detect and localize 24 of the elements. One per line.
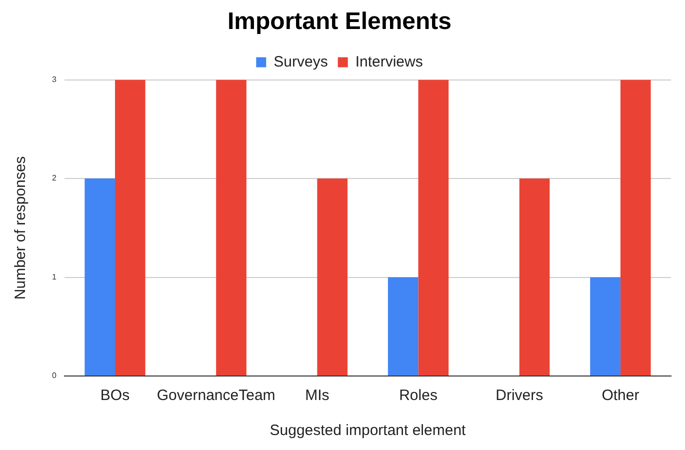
chart-title: Important Elements: [227, 8, 452, 36]
bar: [84, 178, 115, 376]
y-axis-title: Number of responses: [12, 156, 30, 300]
x-tick-label: MIs: [305, 387, 330, 404]
bar: [418, 80, 449, 376]
bar: [590, 277, 620, 376]
bar: [216, 80, 246, 376]
bar: [620, 80, 651, 376]
bar: [114, 80, 146, 376]
legend-label: Interviews: [355, 53, 423, 70]
y-tick-label: 1: [52, 272, 57, 282]
x-tick-label: Drivers: [496, 387, 544, 404]
bar: [388, 277, 418, 376]
x-tick-label: Roles: [399, 387, 438, 404]
legend-label: Surveys: [274, 53, 328, 70]
x-tick-label: BOs: [100, 387, 130, 404]
y-tick-label: 3: [52, 75, 57, 84]
x-axis-title: Suggested important element: [270, 422, 467, 440]
x-tick-label: GovernanceTeam: [156, 387, 276, 404]
x-tick-label: Other: [602, 387, 640, 404]
y-tick-label: 0: [52, 371, 57, 380]
bar: [519, 178, 550, 376]
bar: [317, 178, 348, 376]
y-tick-label: 2: [52, 174, 57, 183]
